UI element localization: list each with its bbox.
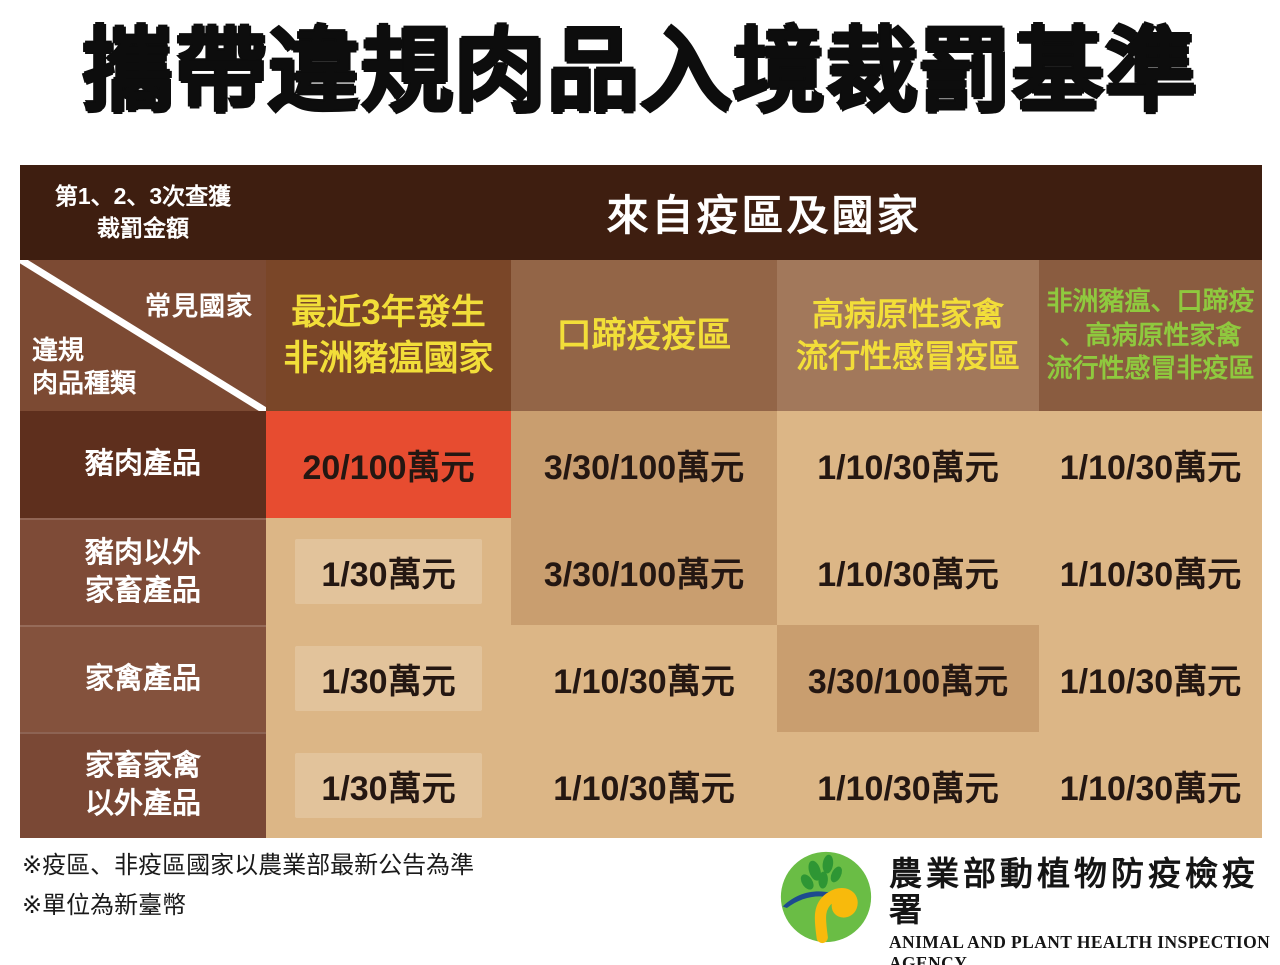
penalty-other-nonepidemic: 1/10/30萬元	[1039, 732, 1262, 838]
diagonal-label-meat-types: 違規 肉品種類	[32, 335, 137, 398]
column-header-asf-countries: 最近3年發生 非洲豬瘟國家	[266, 260, 511, 411]
note-currency-unit: ※單位為新臺幣	[22, 892, 187, 919]
penalty-livestock-fmd: 3/30/100萬元	[511, 518, 777, 625]
agency-name-chinese: 農業部動植物防疫檢疫署	[889, 854, 1259, 930]
logo-leaves	[800, 854, 842, 890]
agency-name-english: ANIMAL AND PLANT HEALTH INSPECTION AGENC…	[889, 931, 1271, 965]
penalty-other-fmd: 1/10/30萬元	[511, 732, 777, 838]
penalty-pork-nonepidemic: 1/10/30萬元	[1039, 411, 1262, 518]
diagonal-label-common-countries: 常見國家	[144, 291, 253, 321]
penalty-poultry-fmd: 1/10/30萬元	[511, 625, 777, 732]
header-diagonal-cell: 常見國家 違規 肉品種類	[20, 260, 266, 411]
penalty-poultry-avian: 3/30/100萬元	[777, 625, 1039, 732]
agency-branding: 農業部動植物防疫檢疫署 ANIMAL AND PLANT HEALTH INSP…	[779, 850, 1280, 965]
row-header-other-products: 家畜家禽 以外產品	[20, 732, 266, 838]
diagonal-line	[20, 260, 266, 411]
column-header-fmd-zone: 口蹄疫疫區	[511, 260, 777, 411]
row-header-pork-products: 豬肉產品	[20, 411, 266, 518]
column-header-non-epidemic-zone: 非洲豬瘟、口蹄疫 、高病原性家禽 流行性感冒非疫區	[1039, 260, 1262, 411]
penalty-pork-avian: 1/10/30萬元	[777, 411, 1039, 518]
row-header-poultry-products: 家禽產品	[20, 625, 266, 732]
note-epidemic-zone-disclaimer: ※疫區、非疫區國家以農業部最新公告為準	[22, 852, 475, 879]
column-header-avian-flu-zone: 高病原性家禽 流行性感冒疫區	[777, 260, 1039, 411]
penalty-livestock-asf: 1/30萬元	[266, 518, 511, 625]
penalty-poultry-asf: 1/30萬元	[266, 625, 511, 732]
penalty-other-avian: 1/10/30萬元	[777, 732, 1039, 838]
penalty-table: 第1、2、3次查獲 裁罰金額 來自疫區及國家 常見國家 違規 肉品種類 最近3年…	[20, 165, 1262, 838]
header-offense-count: 第1、2、3次查獲 裁罰金額	[20, 165, 266, 260]
page-title: 攜帶違規肉品入境裁罰基準	[81, 21, 1198, 123]
agency-names: 農業部動植物防疫檢疫署 ANIMAL AND PLANT HEALTH INSP…	[889, 850, 1280, 965]
penalty-pork-fmd: 3/30/100萬元	[511, 411, 777, 518]
aphia-logo-icon	[780, 851, 872, 944]
penalty-other-asf: 1/30萬元	[266, 732, 511, 838]
penalty-livestock-nonepidemic: 1/10/30萬元	[1039, 518, 1262, 625]
header-origin-regions: 來自疫區及國家	[266, 165, 1262, 260]
row-header-other-livestock: 豬肉以外 家畜產品	[20, 518, 266, 625]
penalty-livestock-avian: 1/10/30萬元	[777, 518, 1039, 625]
penalty-pork-asf: 20/100萬元	[266, 411, 511, 518]
footnotes: ※疫區、非疫區國家以農業部最新公告為準 ※單位為新臺幣	[22, 846, 474, 926]
penalty-poultry-nonepidemic: 1/10/30萬元	[1039, 625, 1262, 732]
